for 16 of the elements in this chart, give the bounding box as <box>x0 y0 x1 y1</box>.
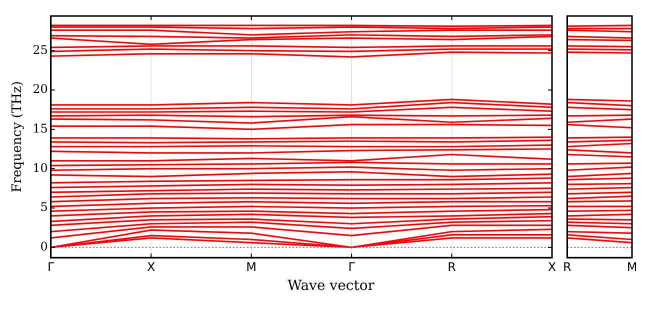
x-tick-label: M <box>626 260 638 274</box>
x-tick-label: X <box>146 260 156 274</box>
x-tick-label: R <box>448 260 456 274</box>
y-tick-label: 25 <box>32 42 48 57</box>
y-axis-title: Frequency (THz) <box>10 81 26 193</box>
x-tick-label: M <box>246 260 256 274</box>
x-tick-label: Γ <box>48 260 55 274</box>
x-tick-label: Γ <box>348 260 356 274</box>
y-tick-label: 0 <box>40 239 48 254</box>
x-tick-label: R <box>562 260 572 274</box>
x-axis-title: Wave vector <box>286 278 376 294</box>
y-tick-label: 20 <box>32 82 48 96</box>
y-tick-label: 15 <box>32 121 48 136</box>
x-tick-label: X <box>548 260 556 274</box>
y-tick-label: 5 <box>40 200 48 214</box>
y-tick-label: 10 <box>32 160 48 175</box>
